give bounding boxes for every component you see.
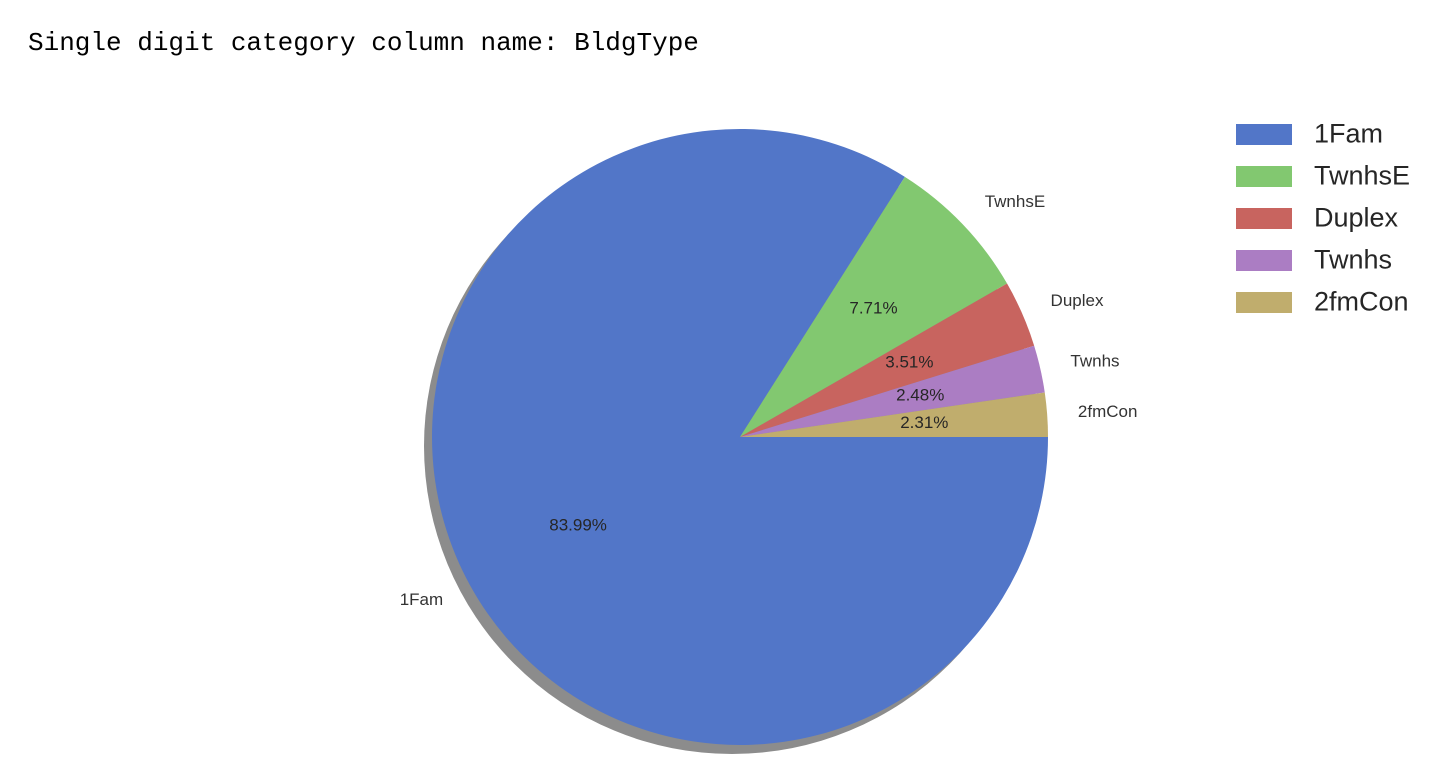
- slice-label-twnhse: TwnhsE: [985, 192, 1045, 211]
- legend-swatch-2fmcon: [1236, 292, 1292, 313]
- slice-label-2fmcon: 2fmCon: [1078, 402, 1138, 421]
- slice-label-twnhs: Twnhs: [1070, 352, 1119, 371]
- percent-labels: 83.99% 7.71% 3.51% 2.48% 2.31%: [549, 299, 948, 535]
- pie-slices: [432, 129, 1049, 745]
- pie-slice-twnhse: [740, 176, 1008, 437]
- pie-slice-2fmcon: [740, 392, 1048, 437]
- legend-swatch-twnhse: [1236, 166, 1292, 187]
- legend-label-twnhse: TwnhsE: [1314, 161, 1410, 191]
- legend: 1Fam TwnhsE Duplex Twnhs 2fmCon: [1236, 119, 1410, 317]
- slice-label-duplex: Duplex: [1051, 291, 1104, 310]
- slice-label-1fam: 1Fam: [400, 590, 443, 609]
- percent-label-2fmcon: 2.31%: [900, 413, 948, 432]
- legend-label-twnhs: Twnhs: [1314, 245, 1392, 275]
- pie-slice-twnhs: [740, 345, 1045, 437]
- legend-swatch-duplex: [1236, 208, 1292, 229]
- percent-label-twnhs: 2.48%: [896, 386, 944, 405]
- legend-label-duplex: Duplex: [1314, 203, 1399, 233]
- percent-label-twnhse: 7.71%: [849, 299, 897, 318]
- legend-swatch-twnhs: [1236, 250, 1292, 271]
- slice-labels: 1Fam TwnhsE Duplex Twnhs 2fmCon: [400, 192, 1138, 609]
- legend-label-2fmcon: 2fmCon: [1314, 287, 1409, 317]
- legend-label-1fam: 1Fam: [1314, 119, 1383, 149]
- pie-slice-duplex: [740, 283, 1035, 437]
- percent-label-1fam: 83.99%: [549, 516, 607, 535]
- percent-label-duplex: 3.51%: [885, 353, 933, 372]
- output-text: Single digit category column name: BldgT…: [28, 28, 699, 58]
- legend-swatch-1fam: [1236, 124, 1292, 145]
